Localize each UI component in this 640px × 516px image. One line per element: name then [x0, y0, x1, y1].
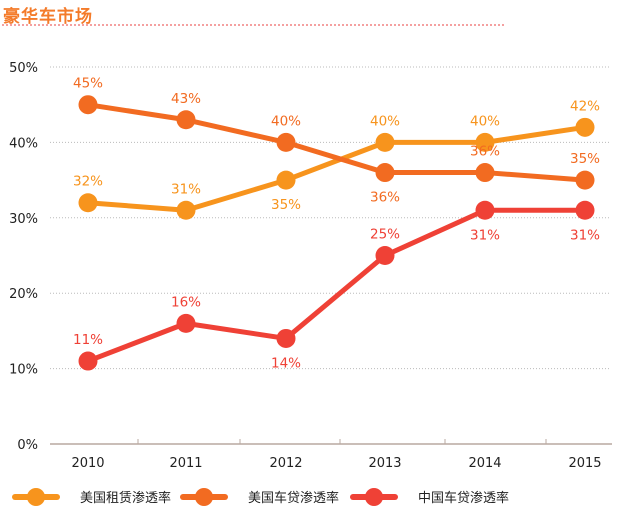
data-label: 45%: [73, 76, 103, 92]
data-label: 40%: [470, 113, 500, 129]
data-label: 31%: [570, 227, 600, 243]
series-line: [87, 124, 586, 213]
y-tick-label: 0%: [17, 438, 38, 453]
data-label: 43%: [171, 91, 201, 107]
legend-label: 中国车贷渗透率: [418, 491, 510, 506]
legend-label: 美国车贷渗透率: [248, 491, 340, 506]
y-tick-label: 30%: [9, 212, 38, 227]
legend-swatch: [350, 487, 398, 506]
data-label: 40%: [271, 113, 301, 129]
data-point: [475, 163, 495, 183]
data-point: [575, 170, 595, 190]
page-title: 豪华车市场: [3, 7, 93, 27]
x-tick-label: 2011: [169, 456, 202, 471]
data-point: [276, 132, 296, 152]
data-label: 35%: [271, 197, 301, 213]
data-point: [276, 170, 296, 190]
data-point: [375, 132, 395, 152]
data-point: [176, 200, 196, 220]
legend-swatch: [12, 487, 60, 506]
legend-item: 美国租赁渗透率: [12, 487, 171, 506]
data-label: 11%: [73, 332, 103, 348]
data-label: 16%: [171, 294, 201, 310]
data-point: [575, 200, 595, 220]
series-line: [87, 207, 585, 364]
line-chart: 0% 10% 20% 30% 40% 50% 2010 2011 2012 2013 2014 201…: [9, 61, 612, 471]
x-tick-label: 2010: [71, 456, 104, 471]
y-tick-label: 50%: [9, 61, 38, 76]
title-divider: [2, 24, 504, 26]
data-point: [176, 313, 196, 333]
legend-label: 美国租赁渗透率: [80, 491, 172, 506]
data-label: 31%: [171, 181, 201, 197]
x-tick-label: 2012: [269, 456, 302, 471]
data-point: [375, 163, 395, 183]
y-tick-label: 10%: [9, 363, 38, 378]
data-point: [375, 246, 395, 265]
data-point: [176, 110, 196, 130]
data-point: [475, 200, 495, 220]
data-point: [575, 117, 595, 137]
data-label: 36%: [370, 190, 400, 206]
data-label: 25%: [370, 227, 400, 243]
y-tick-label: 40%: [9, 136, 38, 151]
data-label: 36%: [470, 144, 500, 160]
data-label: 31%: [470, 227, 500, 243]
series-line: [87, 102, 586, 183]
data-point: [78, 193, 98, 213]
data-label: 14%: [271, 355, 301, 371]
x-tick-label: 2013: [368, 456, 401, 471]
x-tick-label: 2015: [568, 456, 601, 471]
legend-item: 中国车贷渗透率: [350, 487, 509, 506]
data-point: [475, 132, 495, 152]
data-point: [276, 328, 296, 348]
data-point: [78, 95, 98, 115]
legend-item: 美国车贷渗透率: [180, 487, 339, 506]
legend-swatch: [180, 487, 228, 506]
x-tick-label: 2014: [468, 456, 501, 471]
data-label: 32%: [73, 174, 103, 190]
data-label: 35%: [570, 151, 600, 167]
data-point: [78, 351, 98, 371]
y-tick-label: 20%: [9, 287, 38, 302]
data-label: 40%: [370, 113, 400, 129]
data-label: 42%: [570, 98, 600, 114]
